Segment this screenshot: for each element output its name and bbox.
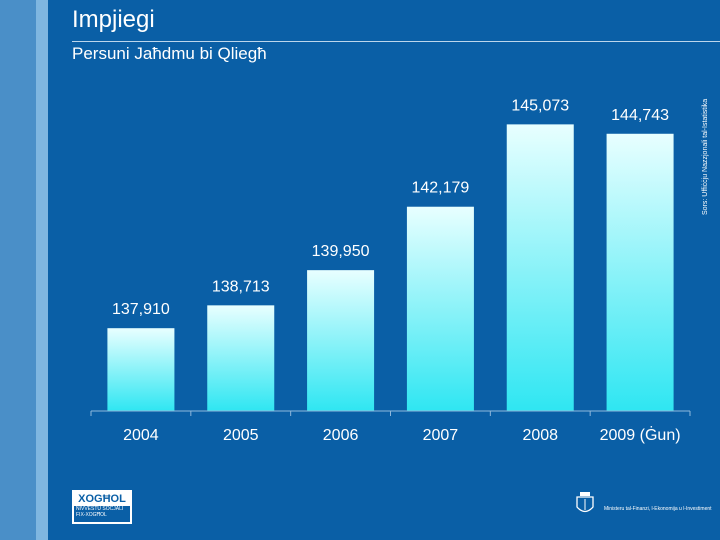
left-decorative-bar bbox=[0, 0, 36, 540]
logo-main-text: XOGĦOL bbox=[74, 492, 130, 506]
xoghol-logo: XOGĦOL NIVVESTU SOĊJALI FIX-XOGĦOL bbox=[72, 490, 132, 524]
x-tick-label: 2007 bbox=[423, 427, 459, 444]
data-label: 138,713 bbox=[212, 278, 270, 295]
data-label: 139,950 bbox=[312, 243, 370, 260]
bar-2008 bbox=[506, 124, 574, 411]
bar-2005 bbox=[207, 305, 275, 411]
logo-line-2: FIX-XOGĦOL bbox=[76, 512, 107, 518]
title-divider bbox=[72, 41, 720, 42]
crest-icon bbox=[576, 492, 594, 513]
bar-2004 bbox=[107, 328, 175, 411]
chart-subtitle: Persuni Jaħdmu bi Qliegħ bbox=[72, 44, 267, 63]
ministry-name: Ministeru tal-Finanzi, l-Ekonomija u l-I… bbox=[604, 506, 712, 512]
x-tick-label: 2005 bbox=[223, 427, 259, 444]
labels-layer: 137,910 2004 138,713 2005 139,950 2006 142,179… bbox=[112, 97, 681, 444]
x-tick-label: 2008 bbox=[522, 427, 558, 444]
x-tick-label: 2009 (Ġun) bbox=[600, 424, 681, 444]
data-label: 145,073 bbox=[511, 97, 569, 114]
bars-layer bbox=[90, 124, 691, 416]
data-label: 144,743 bbox=[611, 107, 669, 124]
data-label: 137,910 bbox=[112, 301, 170, 318]
bar-2009-un- bbox=[606, 133, 674, 411]
logo-line-1: NIVVESTU SOĊJALI bbox=[76, 506, 124, 512]
data-label: 142,179 bbox=[411, 180, 469, 197]
x-tick-label: 2006 bbox=[323, 427, 359, 444]
bar-2006 bbox=[307, 270, 375, 411]
slide-title: Impjiegi bbox=[72, 6, 155, 33]
bar-2007 bbox=[406, 206, 474, 411]
x-tick-label: 2004 bbox=[123, 427, 159, 444]
left-decorative-stripe bbox=[36, 0, 48, 540]
